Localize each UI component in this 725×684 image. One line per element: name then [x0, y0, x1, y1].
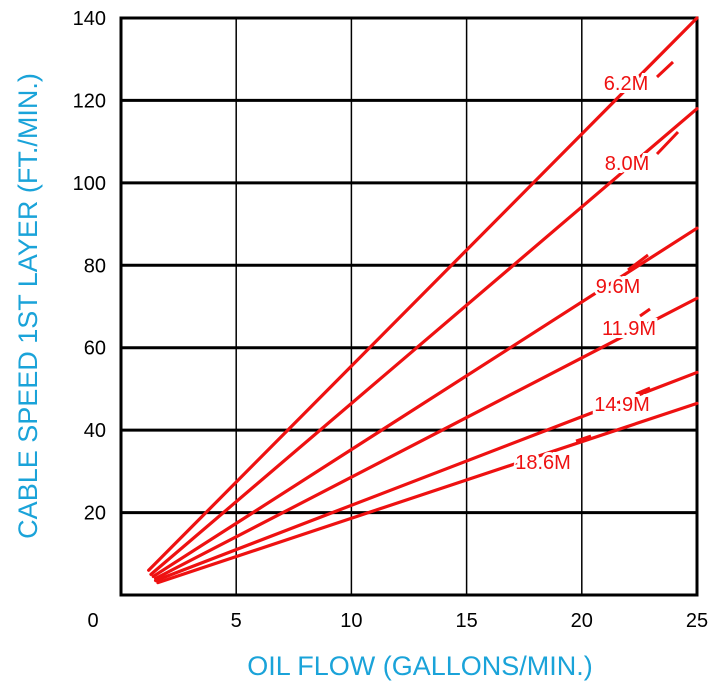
- series-label: 18.6M: [515, 452, 571, 474]
- x-tick-labels: 0 5 10 15 20 25: [87, 610, 708, 632]
- series-label: 6.2M: [604, 73, 648, 95]
- y-tick-label: 100: [73, 173, 106, 195]
- y-tick-label: 140: [73, 8, 106, 30]
- y-tick-label: 40: [84, 420, 106, 442]
- series-line-11-9m: [153, 296, 699, 581]
- y-tick-label: 120: [73, 90, 106, 112]
- series-lines: [147, 16, 699, 585]
- series-line-9-6m: [151, 226, 699, 579]
- series-line-18-6m: [156, 401, 699, 585]
- series-label: 11.9M: [602, 318, 656, 340]
- series-label-leader: [635, 386, 651, 396]
- x-tick-label: 25: [686, 610, 708, 632]
- x-tick-label: 20: [571, 610, 593, 632]
- series-label-leader: [627, 253, 649, 272]
- y-tick-label: 80: [84, 255, 106, 277]
- series-label-leader: [655, 130, 680, 156]
- x-tick-label: 15: [455, 610, 477, 632]
- series-label-leader: [575, 434, 592, 443]
- y-tick-label: 20: [84, 503, 106, 525]
- y-tick-label: 60: [84, 338, 106, 360]
- horizontal-gridlines: [121, 98, 697, 515]
- series-line-14-9m: [153, 370, 699, 583]
- series-label-leader: [639, 307, 651, 318]
- x-tick-label: 10: [340, 610, 362, 632]
- series-label-leader: [655, 60, 675, 79]
- series-label: 8.0M: [605, 153, 649, 175]
- x-axis-title: OIL FLOW (GALLONS/MIN.): [247, 651, 593, 681]
- y-tick-labels: 20 40 60 80 100 120 140: [73, 8, 106, 525]
- series-line-6-2m: [147, 16, 699, 572]
- plot-frame: [119, 16, 699, 597]
- series-label: 14.9M: [594, 394, 650, 416]
- y-axis-title: CABLE SPEED 1ST LAYER (FT./MIN.): [13, 73, 43, 539]
- series-line-8-0m: [149, 107, 699, 576]
- x-tick-label: 5: [231, 610, 242, 632]
- x-tick-label: 0: [87, 610, 98, 632]
- series-label: 9.6M: [596, 276, 640, 298]
- series-labels: 6.2M 8.0M 9.6M 11.9M 14.9M 18.6M: [512, 60, 680, 477]
